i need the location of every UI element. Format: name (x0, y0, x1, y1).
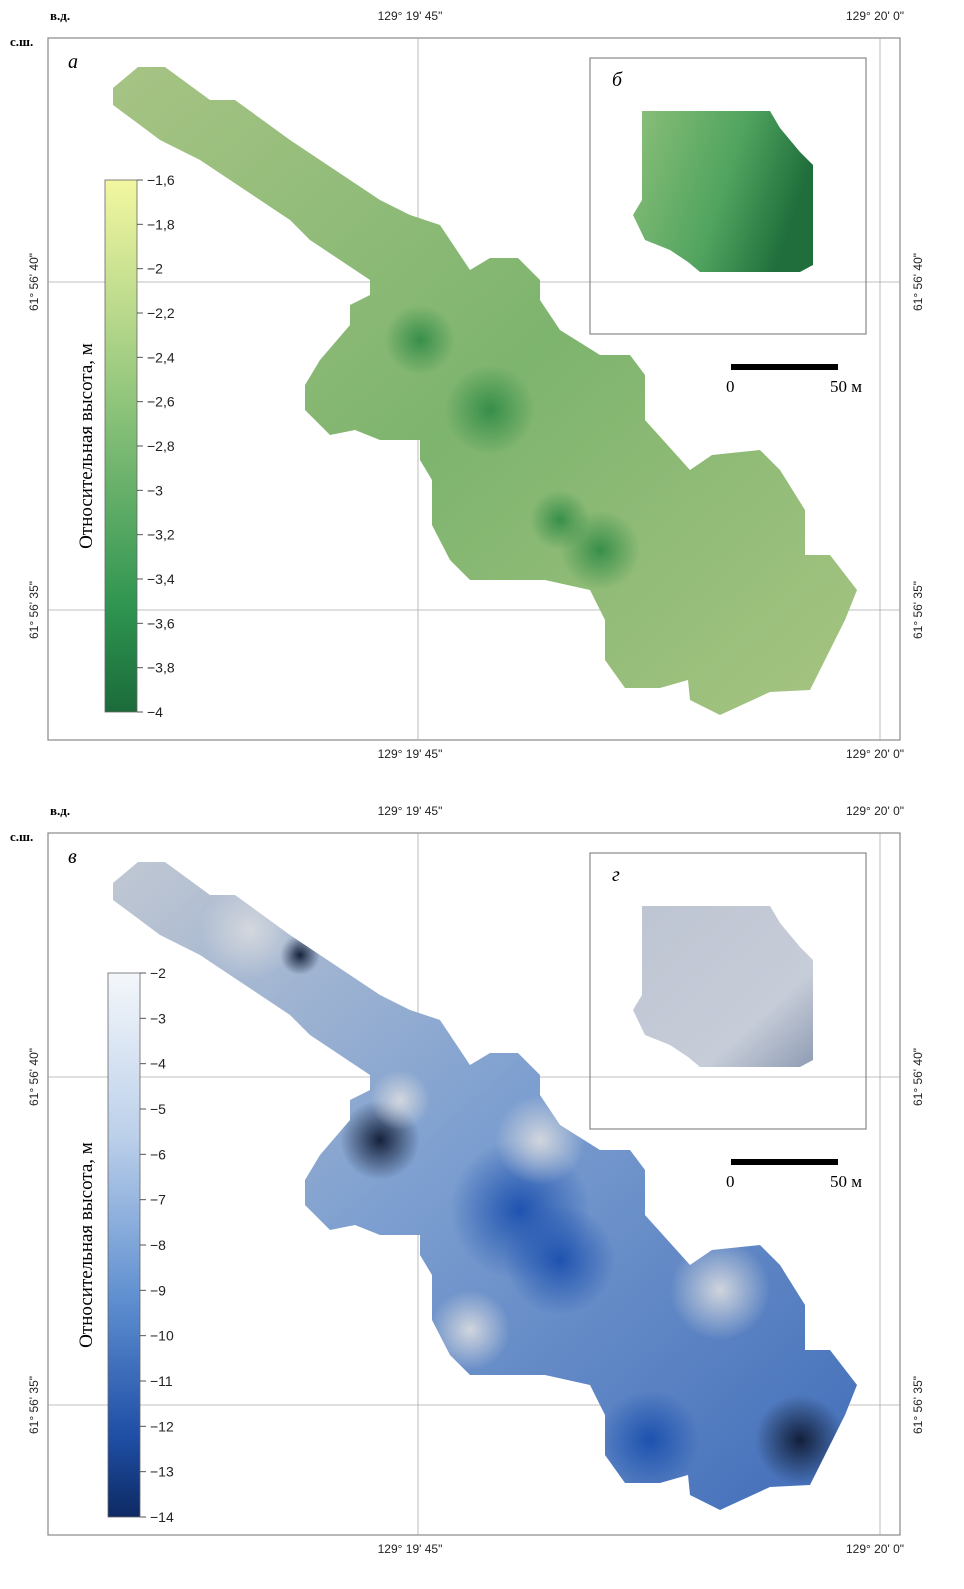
legend-tick-label: −3,8 (147, 660, 175, 676)
scale-bar-end-label: 50 м (830, 377, 862, 396)
map-panel-1: в.д. с.ш. 129° 19' 45" 129° 20' 0" 129° 19' … (10, 8, 925, 761)
latitude-label: 61° 56' 35" (27, 581, 41, 639)
legend-tick-label: −2,2 (147, 305, 175, 321)
legend-title: Относительная высота, м (76, 343, 97, 549)
legend-tick-label: −12 (150, 1418, 174, 1434)
scale-bar-start-label: 0 (726, 377, 735, 396)
legend-tick-label: −14 (150, 1509, 174, 1525)
legend-tick-label: −10 (150, 1328, 174, 1344)
legend-tick-label: −3 (150, 1010, 166, 1026)
legend-tick-label: −3,4 (147, 571, 175, 587)
panel-label: в (68, 846, 77, 868)
longitude-label: 129° 20' 0" (846, 1542, 904, 1556)
scale-bar (731, 1159, 838, 1165)
scale-bar-start-label: 0 (726, 1172, 735, 1191)
latitude-label: 61° 56' 35" (911, 581, 925, 639)
legend-tick-label: −4 (147, 704, 163, 720)
legend-tick-label: −11 (150, 1373, 173, 1389)
scale-bar-end-label: 50 м (830, 1172, 862, 1191)
panel-label: а (68, 51, 78, 73)
legend-tick-label: −4 (150, 1056, 166, 1072)
inset-label: б (612, 69, 623, 91)
latitude-label: 61° 56' 40" (27, 253, 41, 311)
legend-tick-label: −6 (150, 1146, 166, 1162)
header-north-latitude: с.ш. (10, 829, 33, 844)
legend-tick-label: −9 (150, 1282, 166, 1298)
latitude-label: 61° 56' 40" (27, 1048, 41, 1106)
legend-tick-label: −3 (147, 482, 163, 498)
legend-tick-label: −2,4 (147, 349, 175, 365)
legend-tick-label: −2 (147, 261, 163, 277)
longitude-label: 129° 20' 0" (846, 804, 904, 818)
inset-frame (589, 57, 867, 335)
longitude-label: 129° 19' 45" (378, 1542, 443, 1556)
legend-tick-label: −2 (150, 965, 166, 981)
longitude-label: 129° 20' 0" (846, 747, 904, 761)
inset-elevation-surface (633, 111, 813, 272)
map-frame (47, 832, 901, 1536)
scale-bar (731, 364, 838, 370)
inset-label: г (612, 864, 620, 886)
latitude-label: 61° 56' 35" (911, 1376, 925, 1434)
legend-tick-label: −3,6 (147, 615, 175, 631)
latitude-label: 61° 56' 40" (911, 253, 925, 311)
header-east-longitude: в.д. (50, 8, 70, 23)
header-east-longitude: в.д. (50, 803, 70, 818)
latitude-label: 61° 56' 40" (911, 1048, 925, 1106)
legend-tick-label: −8 (150, 1237, 166, 1253)
legend-tick-label: −13 (150, 1464, 174, 1480)
longitude-label: 129° 19' 45" (378, 9, 443, 23)
header-north-latitude: с.ш. (10, 34, 33, 49)
inset-frame (589, 852, 867, 1130)
map-frame (47, 37, 901, 741)
legend-tick-label: −2,8 (147, 438, 175, 454)
legend-colorbar (107, 972, 141, 1518)
legend-tick-label: −5 (150, 1101, 166, 1117)
inset-elevation-surface (633, 906, 813, 1067)
longitude-label: 129° 19' 45" (378, 804, 443, 818)
legend-title: Относительная высота, м (76, 1142, 97, 1348)
legend-tick-label: −3,2 (147, 527, 175, 543)
legend-tick-label: −1,8 (147, 216, 175, 232)
legend-tick-label: −7 (150, 1192, 166, 1208)
legend-tick-label: −1,6 (147, 172, 175, 188)
longitude-label: 129° 20' 0" (846, 9, 904, 23)
legend-tick-label: −2,6 (147, 394, 175, 410)
map-panel-2: в.д. с.ш. 129° 19' 45" 129° 20' 0" 129° 19' … (10, 803, 925, 1556)
legend-colorbar (104, 179, 138, 713)
latitude-label: 61° 56' 35" (27, 1376, 41, 1434)
longitude-label: 129° 19' 45" (378, 747, 443, 761)
